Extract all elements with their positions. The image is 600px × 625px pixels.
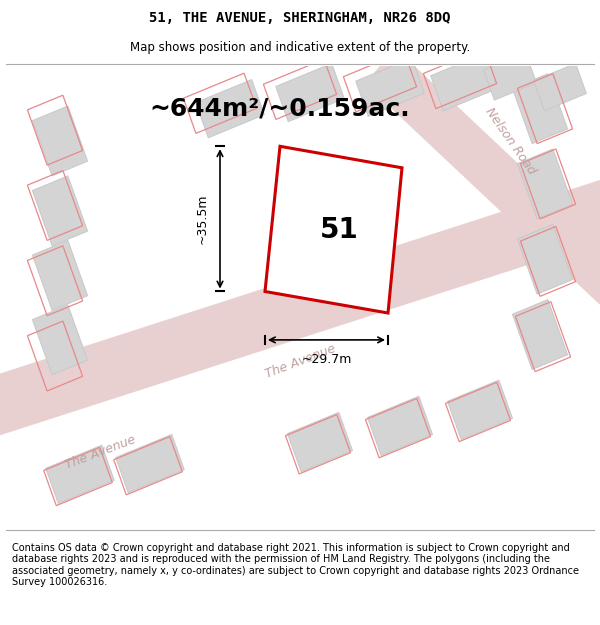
- Polygon shape: [287, 412, 352, 472]
- Polygon shape: [32, 176, 88, 246]
- Polygon shape: [517, 149, 572, 219]
- Text: The Avenue: The Avenue: [263, 342, 337, 381]
- Text: 51: 51: [319, 216, 358, 244]
- Text: 51, THE AVENUE, SHERINGHAM, NR26 8DQ: 51, THE AVENUE, SHERINGHAM, NR26 8DQ: [149, 11, 451, 26]
- Polygon shape: [46, 445, 114, 504]
- Polygon shape: [32, 241, 88, 310]
- Text: ~35.5m: ~35.5m: [196, 194, 209, 244]
- Text: ~644m²/~0.159ac.: ~644m²/~0.159ac.: [149, 97, 410, 121]
- Polygon shape: [484, 52, 536, 100]
- Polygon shape: [368, 396, 433, 456]
- Polygon shape: [512, 74, 568, 144]
- Polygon shape: [276, 63, 344, 122]
- Polygon shape: [32, 106, 88, 176]
- Polygon shape: [431, 52, 499, 111]
- Polygon shape: [517, 224, 572, 294]
- Text: The Avenue: The Avenue: [63, 434, 137, 472]
- Polygon shape: [265, 146, 402, 313]
- Text: ~29.7m: ~29.7m: [301, 352, 352, 366]
- Polygon shape: [283, 162, 382, 281]
- Text: Map shows position and indicative extent of the property.: Map shows position and indicative extent…: [130, 41, 470, 54]
- Polygon shape: [356, 58, 424, 116]
- Polygon shape: [533, 63, 586, 111]
- Polygon shape: [365, 48, 600, 310]
- Text: Contains OS data © Crown copyright and database right 2021. This information is : Contains OS data © Crown copyright and d…: [12, 542, 579, 588]
- Text: Nelson Road: Nelson Road: [482, 105, 538, 177]
- Polygon shape: [196, 79, 264, 138]
- Polygon shape: [0, 166, 600, 449]
- Polygon shape: [448, 380, 512, 439]
- Polygon shape: [32, 305, 88, 375]
- Polygon shape: [512, 299, 568, 369]
- Polygon shape: [116, 434, 184, 492]
